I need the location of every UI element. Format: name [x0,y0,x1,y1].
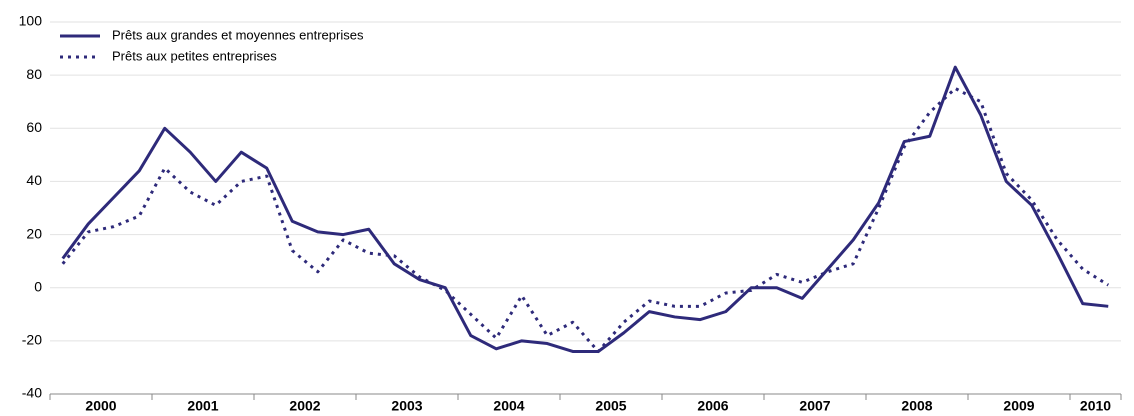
y-tick-label: 40 [26,172,42,188]
x-tick-label: 2001 [187,398,218,414]
y-tick-label: 100 [19,13,43,29]
legend-label: Prêts aux grandes et moyennes entreprise… [112,27,364,42]
x-tick-label: 2007 [799,398,830,414]
y-tick-label: 60 [26,119,42,135]
y-tick-label: 80 [26,66,42,82]
series-line [61,86,1110,353]
y-tick-label: 0 [34,278,42,294]
x-tick-label: 2002 [289,398,320,414]
x-tick-label: 2000 [85,398,116,414]
x-tick-label: 2004 [493,398,524,414]
x-tick-label: 2003 [391,398,422,414]
x-tick-label: 2006 [697,398,728,414]
x-tick-label: 2009 [1003,398,1034,414]
y-tick-label: -40 [22,385,42,401]
y-tick-label: 20 [26,225,42,241]
y-tick-label: -20 [22,332,42,348]
x-tick-label: 2008 [901,398,932,414]
series-line [61,65,1109,353]
legend-label: Prêts aux petites entreprises [112,48,277,63]
x-tick-label: 2010 [1080,398,1111,414]
x-tick-label: 2005 [595,398,626,414]
